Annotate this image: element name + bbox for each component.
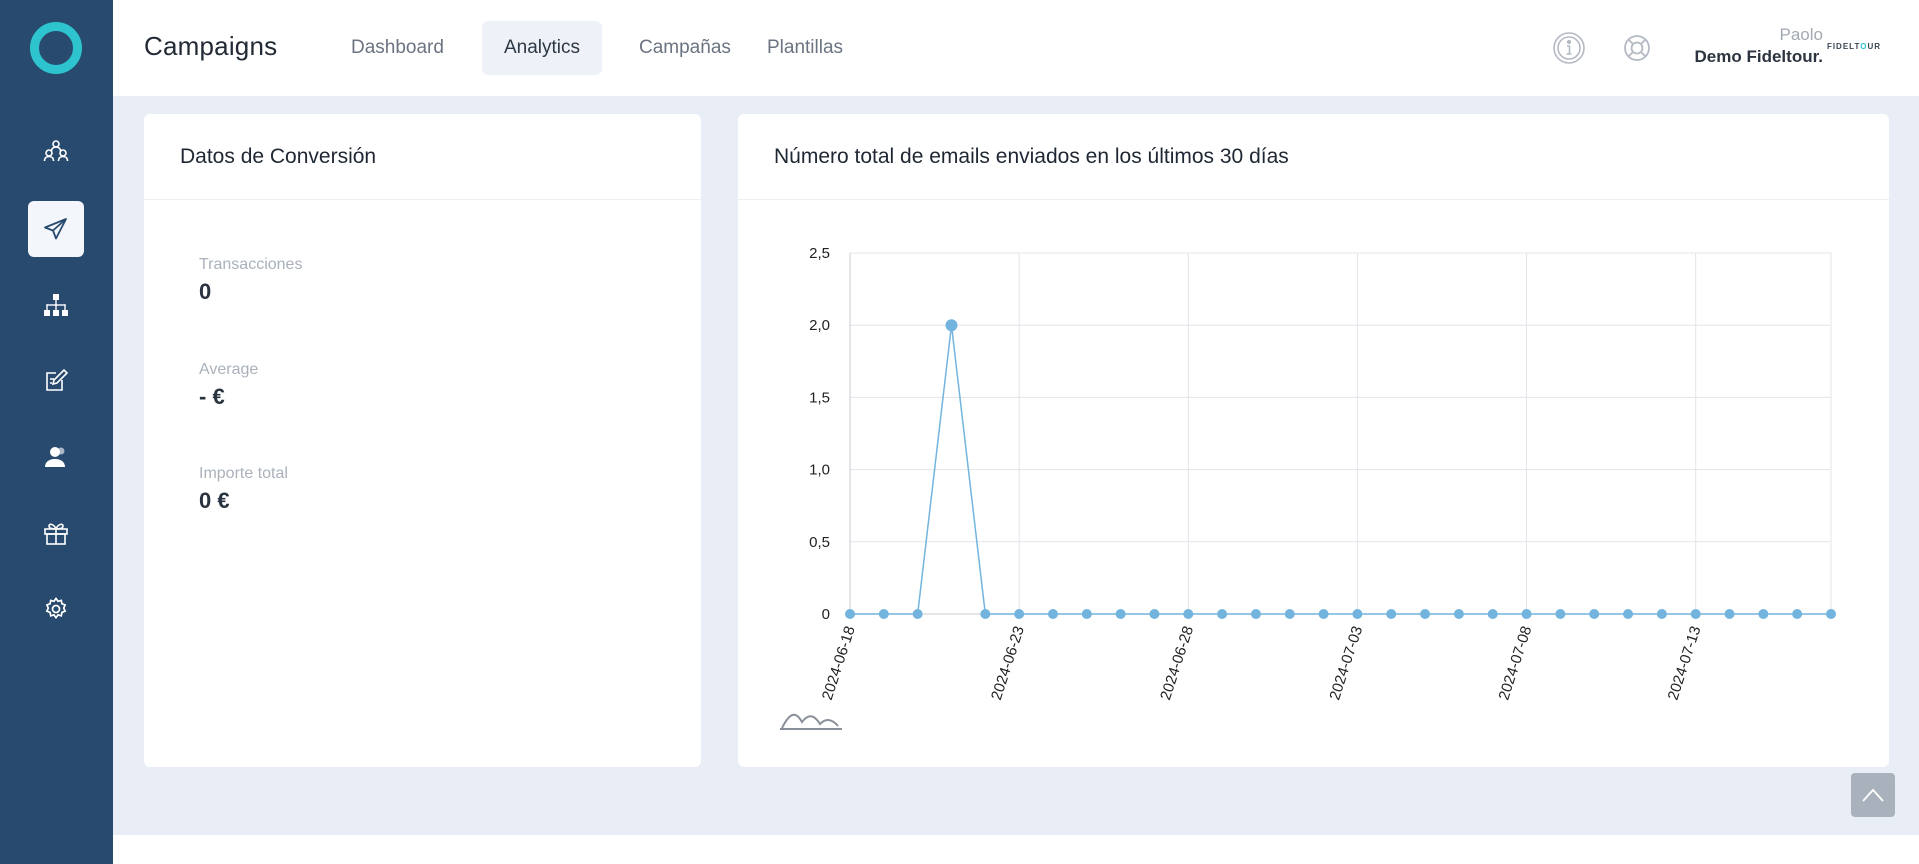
page-title: Campaigns [144,31,278,61]
sidebar-item-automations[interactable] [28,277,84,333]
y-tick-label: 0,5 [809,534,830,551]
data-point[interactable] [1453,609,1464,619]
data-point[interactable] [1386,609,1397,619]
sidebar-item-contacts[interactable] [28,429,84,485]
data-point[interactable] [1115,609,1126,619]
conversion-card: Datos de Conversión Transacciones 0 Aver… [144,114,701,767]
data-point[interactable] [1250,609,1261,619]
data-point[interactable] [980,609,991,619]
x-tick-label: 2024-06-18 [819,624,859,702]
edit-document-icon [46,368,69,391]
stat-average: Average - € [199,360,258,412]
chart-grid [849,252,1832,615]
series-line [850,325,1831,615]
gift-icon [44,523,68,545]
sidebar-item-campaigns[interactable] [28,201,84,257]
top-bar: Campaigns Dashboard Analytics Campañas P… [113,0,1919,96]
tab-templates[interactable]: Plantillas [767,37,844,58]
tab-dashboard[interactable]: Dashboard [351,37,444,58]
data-point[interactable] [1555,609,1566,619]
emails-chart-card: Número total de emails enviados en los ú… [738,114,1889,767]
gear-icon [45,597,67,620]
chart-series [845,319,1836,619]
chevron-up-icon [1862,788,1884,802]
y-tick-label: 1,5 [809,389,830,406]
stat-transactions: Transacciones 0 [199,255,302,307]
stat-total-amount: Importe total 0 € [199,464,288,516]
contacts-icon [45,447,65,467]
data-point[interactable] [1589,609,1600,619]
data-point[interactable] [1047,609,1058,619]
data-point[interactable] [878,609,889,619]
data-point[interactable] [1623,609,1634,619]
lifebuoy-icon [1624,35,1650,61]
conversion-card-title: Datos de Conversión [144,114,701,200]
sidebar-item-contacts-network[interactable] [28,123,84,179]
sitemap-icon [44,294,68,316]
stat-label: Transacciones [199,256,303,273]
y-axis-ticks: 0 0,5 1,0 1,5 2,0 2,5 [809,245,830,623]
user-info[interactable]: Paolo Demo Fideltour. [1695,24,1823,68]
data-point[interactable] [1724,609,1735,619]
data-point[interactable] [845,609,855,619]
data-point[interactable] [1352,609,1363,619]
stat-label: Average [199,361,259,378]
sidebar [0,0,113,864]
data-point[interactable] [1487,609,1498,619]
data-point[interactable] [1217,609,1228,619]
x-tick-label: 2024-07-03 [1326,624,1366,702]
data-point[interactable] [1758,609,1769,619]
send-icon [44,218,67,240]
stat-value: 0 € [199,488,230,513]
data-point[interactable] [1318,609,1329,619]
main-content: Datos de Conversión Transacciones 0 Aver… [113,96,1919,835]
x-tick-label: 2024-06-28 [1157,624,1197,702]
help-button[interactable] [1619,30,1655,66]
app-logo[interactable] [30,22,82,74]
data-point[interactable] [1521,609,1532,619]
data-point[interactable] [1826,609,1836,619]
x-tick-label: 2024-06-23 [988,624,1028,702]
sidebar-item-settings[interactable] [28,581,84,637]
data-point[interactable] [945,319,958,332]
data-point[interactable] [1656,609,1667,619]
info-button[interactable] [1551,30,1587,66]
data-point[interactable] [1081,609,1092,619]
emails-chart-title: Número total de emails enviados en los ú… [738,114,1889,200]
y-tick-label: 2,0 [809,317,830,334]
data-point[interactable] [1284,609,1295,619]
stat-label: Importe total [199,465,288,482]
people-network-icon [43,140,69,162]
data-point[interactable] [1149,609,1160,619]
chart-type-icon[interactable] [780,713,842,730]
data-point[interactable] [1690,609,1701,619]
scroll-top-button[interactable] [1851,773,1895,817]
x-axis-ticks: 2024-06-18 2024-06-23 2024-06-28 2024-07-03… [819,624,1705,702]
footer [113,835,1919,864]
user-name: Paolo [1779,25,1823,44]
tab-campaigns[interactable]: Campañas [639,37,731,58]
data-point[interactable] [1420,609,1431,619]
stat-value: 0 [199,279,212,304]
x-tick-label: 2024-07-13 [1665,624,1705,702]
tab-analytics[interactable]: Analytics [482,21,603,75]
info-icon [1553,32,1585,64]
y-tick-label: 1,0 [809,462,830,479]
data-point[interactable] [1014,609,1025,619]
user-company: Demo Fideltour. [1694,47,1823,66]
data-point[interactable] [1792,609,1803,619]
x-tick-label: 2024-07-08 [1495,624,1535,702]
sidebar-item-rewards[interactable] [28,505,84,561]
y-tick-label: 2,5 [809,245,830,262]
data-point[interactable] [1183,609,1194,619]
brand-logo: FIDELTOUR [1826,42,1881,51]
data-point[interactable] [912,609,923,619]
stat-value: - € [199,384,225,409]
sidebar-item-templates[interactable] [28,353,84,409]
y-tick-label: 0 [822,606,830,623]
emails-line-chart: 00,51,01,52,02,5 2024-06-18 2024-06-23 202… [780,245,1836,730]
